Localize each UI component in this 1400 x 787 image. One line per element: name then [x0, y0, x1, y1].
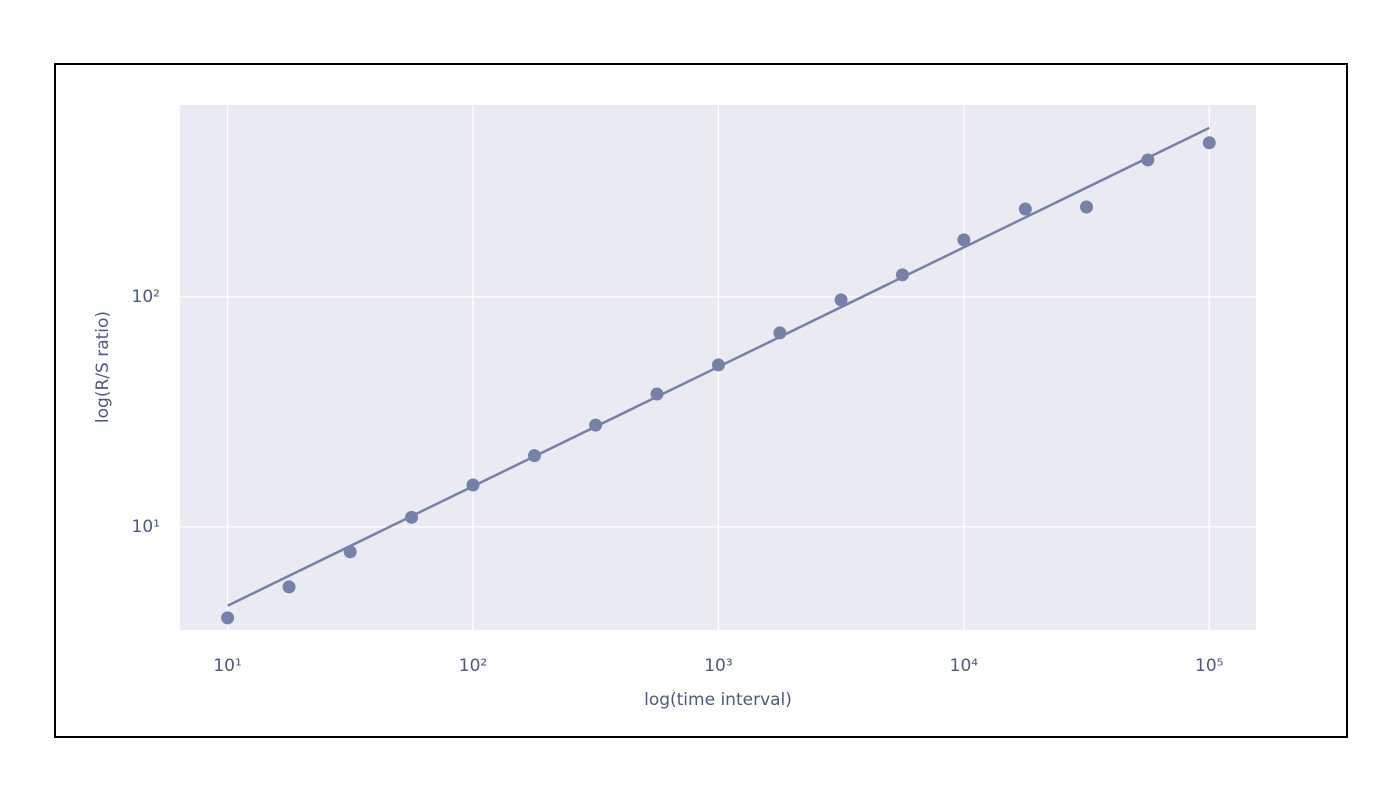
data-point	[834, 293, 848, 307]
x-tick-label: 10⁵	[1195, 656, 1223, 676]
data-point	[957, 233, 971, 247]
y-tick-label: 10¹	[132, 517, 160, 537]
x-axis-label: log(time interval)	[644, 690, 792, 710]
y-axis-label: log(R/S ratio)	[93, 311, 113, 423]
x-tick-label: 10⁴	[950, 656, 979, 676]
data-point	[1018, 202, 1032, 216]
fit-line	[227, 126, 1210, 607]
data-point	[221, 611, 235, 625]
x-tick-label: 10²	[459, 656, 487, 676]
data-point	[1202, 136, 1216, 150]
data-point	[1079, 200, 1093, 214]
x-tick-label: 10³	[704, 656, 732, 676]
y-tick-label: 10²	[132, 287, 160, 307]
x-tick-label: 10¹	[213, 656, 241, 676]
data-point	[282, 580, 296, 594]
